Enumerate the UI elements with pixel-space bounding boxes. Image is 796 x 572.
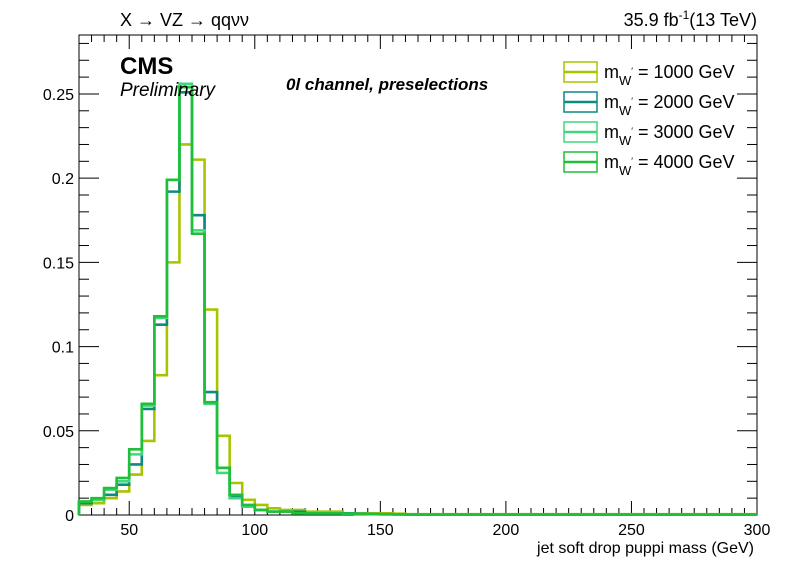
legend-label: mW′ = 1000 GeV (604, 62, 735, 88)
x-tick-label: 150 (367, 522, 394, 539)
x-tick-label: 100 (241, 522, 268, 539)
x-tick-label: 50 (120, 522, 138, 539)
x-tick-label: 200 (493, 522, 520, 539)
x-axis-title: jet soft drop puppi mass (GeV) (536, 540, 754, 557)
y-tick-label: 0.05 (43, 424, 74, 441)
x-tick-label: 300 (744, 522, 771, 539)
y-tick-label: 0.2 (52, 171, 74, 188)
energy-value: (13 TeV) (689, 10, 757, 30)
y-tick-label: 0 (65, 508, 74, 525)
preliminary-label: Preliminary (120, 80, 217, 101)
legend-label: mW′ = 4000 GeV (604, 152, 735, 178)
y-tick-labels: 0 0.05 0.1 0.15 0.2 0.25 (43, 87, 74, 525)
histograms (77, 82, 757, 516)
y-tick-label: 0.25 (43, 87, 74, 104)
y-tick-label: 0.1 (52, 340, 74, 357)
channel-label: 0l channel, preselections (286, 75, 488, 94)
histogram-mass-1000 (77, 143, 757, 516)
process-label: X → VZ → qqνν (120, 10, 249, 30)
cms-label: CMS (120, 53, 173, 80)
lumi-value: 35.9 fb (624, 10, 679, 30)
y-tick-label: 0.15 (43, 255, 74, 272)
x-tick-labels: 50 100 150 200 250 300 (120, 522, 770, 539)
axis-ticks (79, 35, 758, 516)
lumi-exponent: -1 (679, 8, 690, 22)
legend-label: mW′ = 3000 GeV (604, 122, 735, 148)
legend-label: mW′ = 2000 GeV (604, 92, 735, 118)
x-tick-label: 250 (618, 522, 645, 539)
lumi-label: 35.9 fb-1(13 TeV) (624, 8, 757, 30)
legend: mW′ = 1000 GeV mW′ = 2000 GeV mW′ = 3000 G… (563, 61, 735, 178)
histogram-mass-4000 (77, 85, 757, 516)
